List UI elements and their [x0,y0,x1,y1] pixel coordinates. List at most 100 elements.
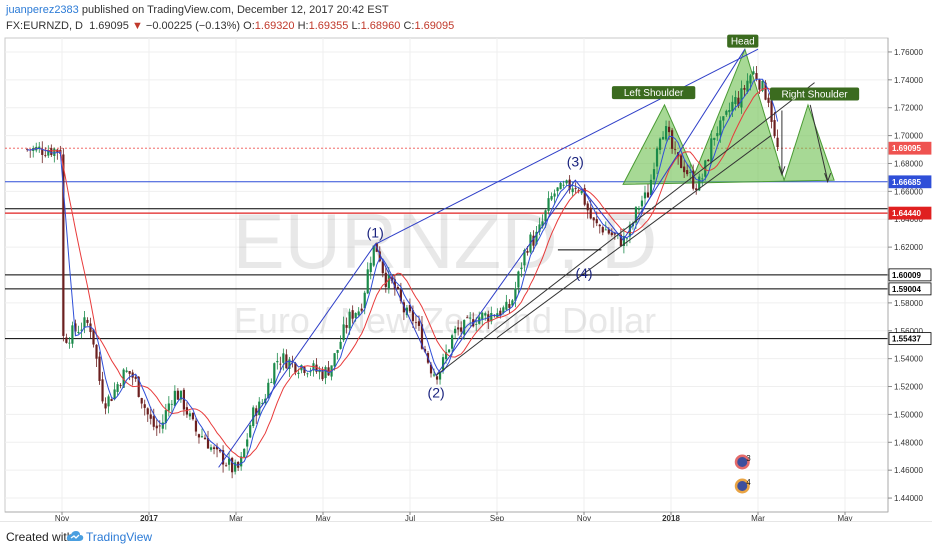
candle-body [559,183,562,190]
candle-body [441,357,445,370]
pattern-label: Right Shoulder [781,90,848,101]
candle-body [592,217,595,221]
candle-body [707,159,710,162]
price-tick-label: 1.54000 [894,355,923,364]
candle-body [149,414,152,419]
candle-body [215,446,219,450]
candle-body [179,390,182,400]
candle-body [182,389,186,410]
candle-body [556,187,559,192]
candle-body [53,148,56,156]
candle-body [65,337,68,343]
time-tick-label: 2018 [662,514,680,523]
candle-body [475,324,478,325]
candle-body [574,188,577,190]
candle-body [526,250,529,253]
price-tick-label: 1.74000 [894,76,923,85]
forecast-arrow[interactable] [809,104,829,181]
wave-label: (4) [575,265,592,281]
candle-body [680,155,683,169]
candle-body [601,227,604,233]
price-change: −0.00225 (−0.13%) [145,20,241,32]
candle-body [770,100,773,122]
candle-body [683,166,686,173]
trendline[interactable] [435,82,815,376]
candle-body [228,458,231,465]
candle-body [435,376,439,380]
candle-body [484,313,487,316]
head-and-shoulders-pattern[interactable] [622,47,835,185]
candle-body [294,362,297,373]
candle-body [405,307,409,316]
arrow-head [824,173,832,184]
time-tick-label: Nov [577,514,591,523]
horizontal-levels[interactable] [5,147,888,340]
chart-header: juanperez2383 published on TradingView.c… [0,0,932,38]
moving-average-blue [27,78,779,466]
pattern-area[interactable] [622,47,835,185]
tradingview-cloud-icon [66,531,84,541]
tradingview-link[interactable]: TradingView [86,530,153,544]
candle-body [502,307,505,314]
candle-body [447,349,451,353]
candle-body [363,292,366,309]
candle-body [634,207,638,223]
candle-body [285,354,288,369]
candle-body [258,401,261,416]
wave-label: (3) [567,153,584,169]
wave-channel-line[interactable] [374,48,759,245]
candle-body [336,350,339,353]
candle-body [246,439,249,447]
candle-body [306,373,309,375]
candle-body [565,180,568,184]
candle-body [369,262,372,273]
candle-body [438,372,442,380]
published-text: published on TradingView.com, December 1… [81,4,389,16]
trendline[interactable] [496,135,772,339]
economic-events[interactable]: 34 [733,453,751,495]
candle-body [194,420,198,432]
candle-body [728,110,731,113]
candle-body [701,178,704,180]
price-axis[interactable]: 1.76000 1.74000 1.72000 1.70000 1.68000 1.660… [887,38,932,512]
pattern-label-bg [611,86,696,100]
candle-body [387,274,390,289]
candle-body [755,73,758,79]
candle-body [637,208,641,210]
candle-body [128,371,131,374]
candle-body [481,312,484,320]
price-badge-label: 1.55437 [892,335,921,344]
candle-body [731,101,734,112]
candle-body [143,404,146,408]
candle-body [598,224,601,227]
candle-body [613,232,616,235]
price-tick-label: 1.76000 [894,48,923,57]
candle-body [408,304,412,312]
event-count: 4 [746,478,751,487]
candle-body [523,250,526,266]
candle-body [508,303,511,308]
candle-body [695,188,698,191]
candle-body [713,137,716,140]
candle-body [764,82,767,100]
wave-path[interactable] [218,48,746,468]
symbol-label[interactable]: FX:EURNZD, D [6,20,83,32]
price-tick-label: 1.56000 [894,327,923,336]
author-link[interactable]: juanperez2383 [6,4,79,16]
footer: Created with TradingView [0,521,932,551]
time-axis[interactable]: Nov 2017 Mar May Jul Sep Nov 2018 Mar May [5,511,888,523]
candle-body [152,416,155,427]
candle-body [514,288,517,301]
candle-body [393,279,396,290]
candle-body [137,376,140,397]
trend-drawings[interactable]: (1) (2) (3) (4) [218,48,832,468]
time-tick-label: Jul [405,514,415,523]
price-badge [888,332,932,346]
pattern-label-bg [727,34,759,48]
candle-body [658,138,662,150]
candle-body [44,155,47,157]
wave-label: (2) [428,385,445,401]
price-tick-label: 1.46000 [894,466,923,475]
candle-body [212,447,216,449]
